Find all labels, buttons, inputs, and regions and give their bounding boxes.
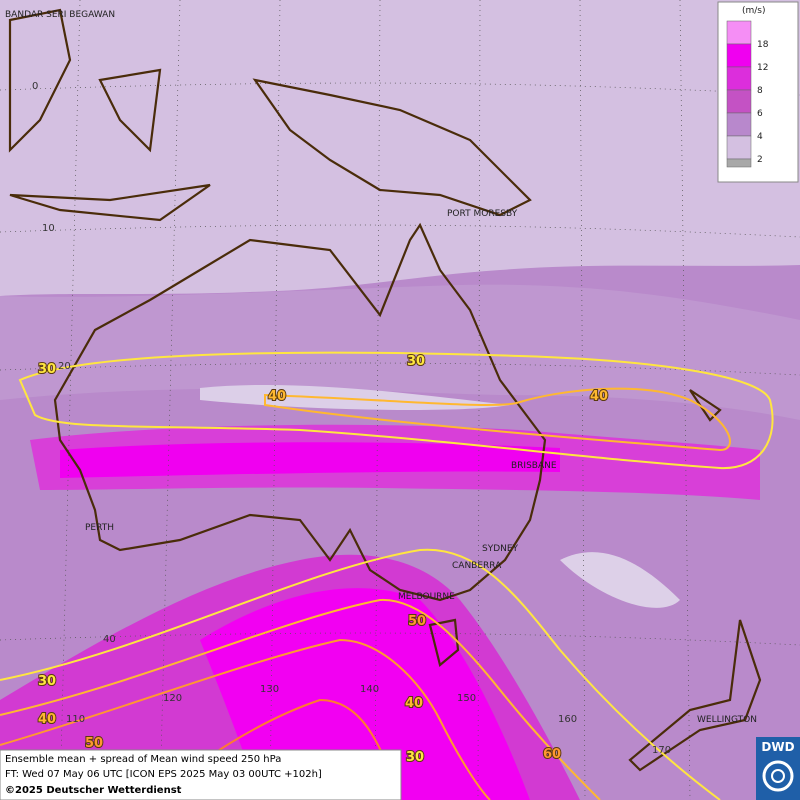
caption-box xyxy=(0,749,402,800)
city-label: BRISBANE xyxy=(511,461,557,471)
legend-label: 6 xyxy=(757,109,763,119)
longitude-label: 110 xyxy=(66,714,85,725)
city-label: BANDAR SERI BEGAWAN xyxy=(5,10,115,20)
city-label: PORT MORESBY xyxy=(447,209,518,219)
legend-label: 18 xyxy=(757,40,769,50)
coastline xyxy=(8,8,762,772)
contour-label: 30 xyxy=(407,354,425,369)
contour-label: 60 xyxy=(543,747,561,762)
caption-line: ©2025 Deutscher Wetterdienst xyxy=(5,785,182,796)
contour-label: 40 xyxy=(405,696,423,711)
latitude-label: 40 xyxy=(103,634,116,645)
legend-swatch xyxy=(726,135,752,160)
legend-swatch xyxy=(726,66,752,91)
city-label: MELBOURNE xyxy=(398,592,455,602)
contour-label: 40 xyxy=(590,389,608,404)
legend-swatch xyxy=(726,158,752,168)
longitude-label: 120 xyxy=(163,693,182,704)
latitude-label: 10 xyxy=(42,223,55,234)
logo-swirl xyxy=(771,769,785,783)
caption-line: Ensemble mean + spread of Mean wind spee… xyxy=(5,754,281,765)
contour-label: 50 xyxy=(408,614,426,629)
logo-text: DWD xyxy=(761,740,794,754)
graticule-labels: 0 10 20 40 110 120 130 140 150 160 170 xyxy=(32,81,671,756)
calm-zone xyxy=(0,0,800,296)
caption: Ensemble mean + spread of Mean wind spee… xyxy=(0,749,402,800)
contour-label: 30 xyxy=(406,750,424,765)
longitude-label: 170 xyxy=(652,745,671,756)
contour-label: 30 xyxy=(38,362,56,377)
longitude-label: 140 xyxy=(360,684,379,695)
longitude-label: 130 xyxy=(260,684,279,695)
southern-jet-core xyxy=(200,588,530,800)
city-label: SYDNEY xyxy=(482,544,519,554)
legend-label: 12 xyxy=(757,63,768,73)
legend-unit: (m/s) xyxy=(742,6,766,16)
longitude-label: 150 xyxy=(457,693,476,704)
jet-core xyxy=(60,442,560,478)
contour-labels: 30 30 40 40 50 30 40 50 40 30 60 xyxy=(37,353,609,766)
legend: (m/s) 18 12 8 6 4 2 xyxy=(717,1,799,183)
city-label: WELLINGTON xyxy=(697,715,757,725)
legend-swatch xyxy=(726,20,752,45)
logo-swirl xyxy=(762,760,794,792)
latitude-label: 20 xyxy=(58,361,71,372)
legend-swatch xyxy=(726,112,752,137)
contour-label: 40 xyxy=(38,712,56,727)
contour-label: 40 xyxy=(268,389,286,404)
longitude-label: 160 xyxy=(558,714,577,725)
legend-label: 4 xyxy=(757,132,763,142)
city-labels: BANDAR SERI BEGAWAN PORT MORESBY BRISBAN… xyxy=(5,10,757,725)
contour-label: 50 xyxy=(85,736,103,751)
logo: DWD xyxy=(756,737,800,800)
legend-label: 8 xyxy=(757,86,763,96)
contour-label: 30 xyxy=(38,674,56,689)
city-label: CANBERRA xyxy=(452,561,502,571)
city-label: PERTH xyxy=(85,523,114,533)
low-wind-patch xyxy=(560,552,680,608)
legend-label: 2 xyxy=(757,155,763,165)
caption-line: FT: Wed 07 May 06 UTC [ICON EPS 2025 May… xyxy=(5,769,322,780)
legend-swatch xyxy=(726,43,752,68)
latitude-label: 0 xyxy=(32,81,38,92)
legend-swatch xyxy=(726,89,752,114)
